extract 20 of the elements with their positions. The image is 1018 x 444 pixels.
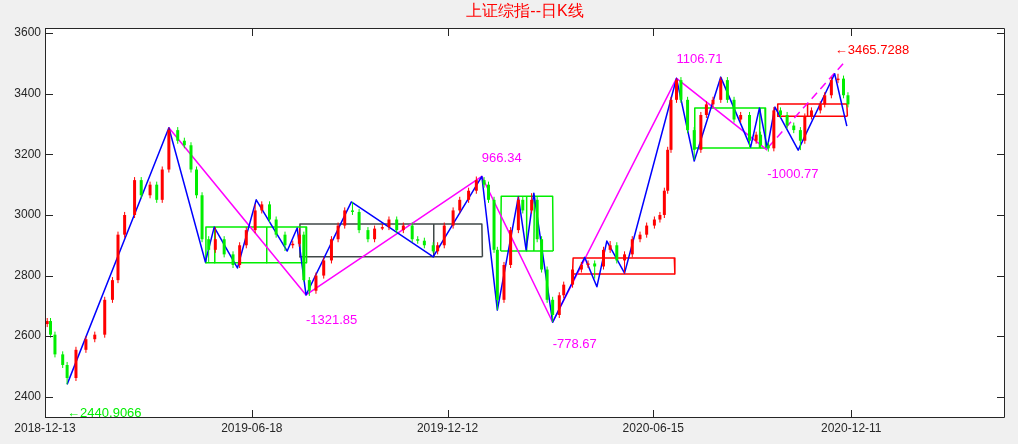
y-tick-label: 3000 — [14, 207, 42, 222]
annotation: ←3465.7288 — [834, 42, 910, 58]
x-tick-label: 2020-06-15 — [622, 420, 685, 435]
y-tick-label: 3200 — [14, 146, 42, 161]
annotation: -1321.85 — [306, 311, 358, 327]
x-tick-label: 2018-12-13 — [14, 420, 77, 435]
y-tick-label: 2400 — [14, 389, 42, 404]
y-tick-label: 2800 — [14, 267, 42, 282]
x-tick-label: 2020-12-11 — [821, 420, 882, 435]
y-tick-label: 3400 — [14, 86, 42, 101]
annotation: ←2440.9066 — [67, 404, 142, 420]
annotation: 1106.71 — [676, 50, 723, 66]
x-tick-label: 2019-12-12 — [416, 420, 479, 435]
annotation: -1000.77 — [767, 165, 819, 181]
annotation: 966.34 — [481, 150, 522, 166]
x-tick-label: 2019-06-18 — [221, 420, 283, 435]
y-tick-label: 3600 — [14, 25, 42, 40]
chart-title: 上证综指--日K线 — [466, 2, 584, 20]
y-tick-label: 2600 — [14, 328, 42, 343]
annotation: -778.67 — [552, 335, 597, 351]
